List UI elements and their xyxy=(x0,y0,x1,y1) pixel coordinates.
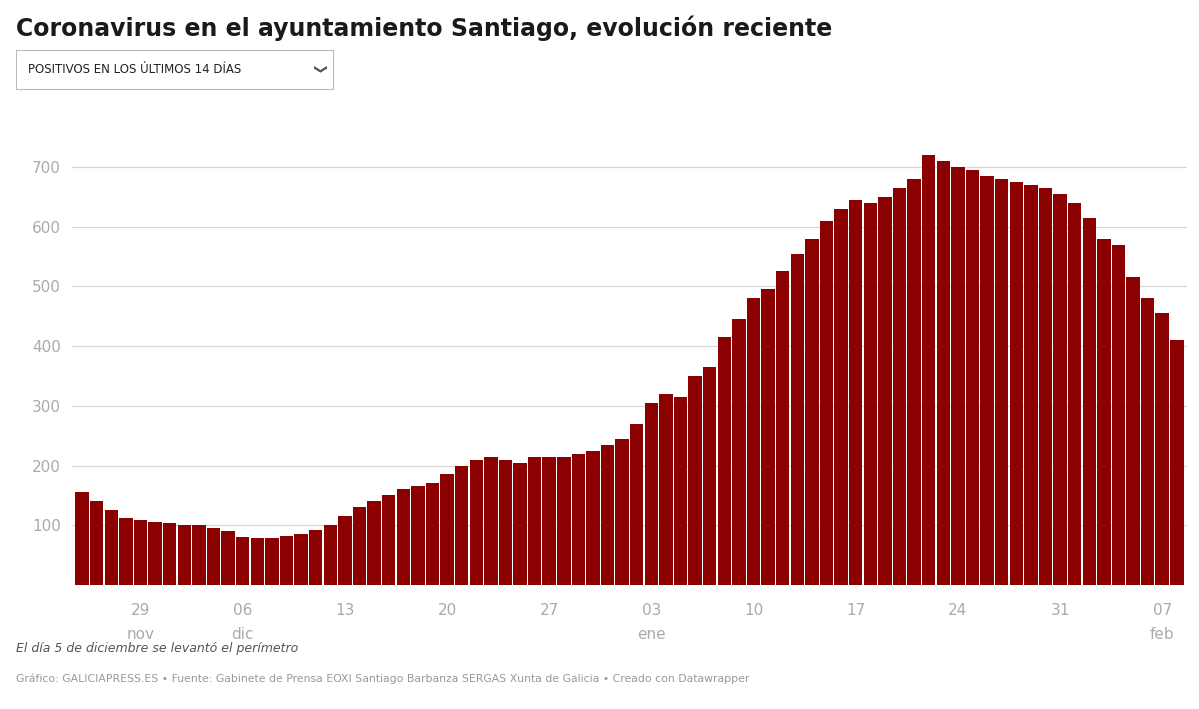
Bar xyxy=(849,200,862,585)
Bar xyxy=(761,289,775,585)
Bar xyxy=(499,459,512,585)
Bar xyxy=(586,451,600,585)
Bar xyxy=(893,188,906,585)
Bar xyxy=(222,531,235,585)
Text: 06: 06 xyxy=(233,603,253,618)
Bar xyxy=(645,403,658,585)
Bar xyxy=(1024,185,1037,585)
Text: 27: 27 xyxy=(540,603,559,618)
Bar xyxy=(601,445,614,585)
Bar xyxy=(513,462,526,585)
Text: 10: 10 xyxy=(743,603,763,618)
Bar xyxy=(747,298,760,585)
Bar xyxy=(236,537,249,585)
Bar xyxy=(674,397,687,585)
Text: dic: dic xyxy=(231,627,254,642)
Bar xyxy=(192,525,206,585)
Bar xyxy=(367,501,381,585)
Bar xyxy=(863,203,876,585)
Bar xyxy=(104,510,118,585)
Bar xyxy=(265,538,278,585)
Bar xyxy=(149,523,162,585)
Bar xyxy=(835,208,848,585)
Text: 24: 24 xyxy=(948,603,968,618)
Bar xyxy=(1126,277,1140,585)
Bar xyxy=(90,501,103,585)
Bar xyxy=(688,376,701,585)
Bar xyxy=(426,484,439,585)
Bar xyxy=(528,457,541,585)
Bar xyxy=(295,534,308,585)
Text: ❯: ❯ xyxy=(311,64,324,74)
Text: nov: nov xyxy=(127,627,155,642)
Bar xyxy=(718,337,731,585)
Bar xyxy=(878,197,892,585)
Text: 31: 31 xyxy=(1050,603,1070,618)
Text: POSITIVOS EN LOS ÚLTIMOS 14 DÍAS: POSITIVOS EN LOS ÚLTIMOS 14 DÍAS xyxy=(29,62,241,76)
Bar xyxy=(908,179,921,585)
Bar xyxy=(382,496,396,585)
Bar xyxy=(206,528,221,585)
Bar xyxy=(629,424,644,585)
Text: Gráfico: GALICIAPRESS.ES • Fuente: Gabinete de Prensa EOXI Santiago Barbanza SER: Gráfico: GALICIAPRESS.ES • Fuente: Gabin… xyxy=(16,674,749,684)
Bar xyxy=(790,254,805,585)
Bar xyxy=(572,454,585,585)
Bar xyxy=(1038,188,1053,585)
Bar xyxy=(542,457,556,585)
Bar xyxy=(440,474,453,585)
Bar xyxy=(76,492,89,585)
Bar xyxy=(470,459,483,585)
Bar xyxy=(484,457,498,585)
Bar xyxy=(558,457,571,585)
Bar xyxy=(1170,340,1183,585)
Bar xyxy=(1068,203,1081,585)
Text: ene: ene xyxy=(637,627,665,642)
Bar xyxy=(134,520,147,585)
Bar xyxy=(981,176,994,585)
Bar xyxy=(279,536,294,585)
Bar xyxy=(820,220,833,585)
Text: 20: 20 xyxy=(438,603,457,618)
Bar xyxy=(733,319,746,585)
Bar xyxy=(397,489,410,585)
Bar xyxy=(965,170,980,585)
Bar xyxy=(703,367,717,585)
Bar xyxy=(163,523,176,585)
Bar xyxy=(1141,298,1155,585)
Text: El día 5 de diciembre se levantó el perímetro: El día 5 de diciembre se levantó el perí… xyxy=(16,642,297,654)
Bar xyxy=(1097,239,1110,585)
Bar xyxy=(251,538,264,585)
Bar xyxy=(951,167,964,585)
Bar xyxy=(995,179,1008,585)
Text: 07: 07 xyxy=(1152,603,1171,618)
Text: 29: 29 xyxy=(131,603,150,618)
Bar xyxy=(1111,245,1125,585)
Bar xyxy=(177,525,191,585)
Bar xyxy=(922,155,935,585)
Bar xyxy=(411,486,424,585)
Bar xyxy=(1053,194,1067,585)
Bar xyxy=(454,466,469,585)
Text: feb: feb xyxy=(1150,627,1175,642)
Text: 17: 17 xyxy=(846,603,866,618)
Bar xyxy=(324,525,337,585)
Bar xyxy=(806,239,819,585)
Text: Coronavirus en el ayuntamiento Santiago, evolución reciente: Coronavirus en el ayuntamiento Santiago,… xyxy=(16,16,832,41)
Text: 03: 03 xyxy=(641,603,661,618)
Bar xyxy=(776,272,789,585)
Bar xyxy=(1010,182,1023,585)
Bar xyxy=(309,530,323,585)
Bar xyxy=(936,161,950,585)
Bar xyxy=(1083,218,1096,585)
Bar xyxy=(1156,313,1169,585)
Bar xyxy=(659,394,673,585)
Bar xyxy=(615,439,629,585)
Text: 13: 13 xyxy=(336,603,355,618)
Bar xyxy=(338,516,351,585)
Bar xyxy=(353,508,366,585)
Bar xyxy=(119,518,133,585)
